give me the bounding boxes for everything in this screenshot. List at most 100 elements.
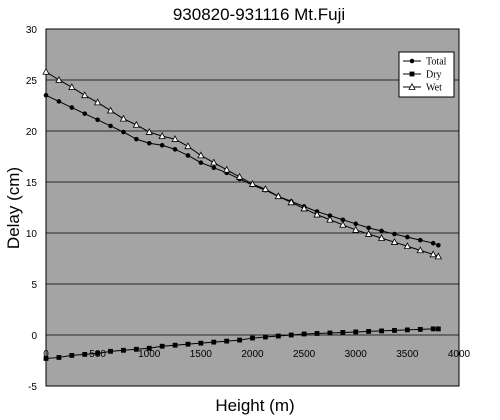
data-point-total bbox=[185, 153, 191, 158]
x-tick-label: 1500 bbox=[190, 349, 213, 360]
y-tick-label: 30 bbox=[26, 25, 38, 36]
x-tick-label: 4000 bbox=[448, 349, 471, 360]
data-point-wet bbox=[429, 250, 437, 258]
y-tick-label: 5 bbox=[31, 280, 37, 291]
data-point-wet bbox=[145, 127, 153, 135]
data-point-dry bbox=[237, 337, 242, 343]
data-point-wet bbox=[274, 192, 282, 200]
data-point-dry bbox=[314, 331, 320, 336]
legend-item-dry: Dry bbox=[403, 70, 442, 81]
data-point-wet bbox=[352, 225, 360, 233]
legend-label: Total bbox=[426, 57, 447, 68]
data-point-total bbox=[405, 234, 410, 240]
data-point-wet bbox=[313, 210, 321, 218]
data-point-dry bbox=[435, 326, 441, 332]
data-point-dry bbox=[263, 334, 268, 340]
data-point-wet bbox=[171, 135, 179, 142]
y-tick-label: 15 bbox=[26, 178, 38, 189]
data-point-wet bbox=[235, 172, 244, 180]
data-point-total bbox=[211, 165, 217, 171]
data-point-total bbox=[417, 237, 423, 243]
legend-item-total: Total bbox=[403, 57, 447, 68]
data-point-dry bbox=[417, 326, 423, 332]
data-point-dry bbox=[430, 326, 436, 332]
data-point-wet bbox=[81, 91, 89, 99]
data-point-wet bbox=[106, 106, 115, 114]
data-point-wet bbox=[287, 198, 295, 206]
data-point-total bbox=[159, 142, 165, 148]
data-point-dry bbox=[301, 331, 307, 337]
legend-label: Wet bbox=[426, 83, 442, 94]
data-point-dry bbox=[353, 329, 359, 335]
data-point-total bbox=[366, 225, 371, 231]
data-point-dry bbox=[404, 327, 410, 333]
data-point-dry bbox=[288, 332, 294, 338]
data-point-total bbox=[327, 213, 333, 218]
data-point-dry bbox=[185, 341, 191, 347]
data-point-wet bbox=[377, 234, 386, 241]
data-point-total bbox=[134, 136, 139, 142]
data-point-total bbox=[436, 242, 441, 248]
data-point-dry bbox=[133, 346, 139, 352]
x-tick-label: 3000 bbox=[345, 349, 368, 360]
data-point-dry bbox=[69, 353, 75, 358]
data-point-wet bbox=[132, 120, 141, 128]
data-point-dry bbox=[366, 329, 372, 334]
data-point-wet bbox=[42, 67, 50, 75]
data-point-wet bbox=[364, 229, 373, 237]
data-point-dry bbox=[82, 351, 88, 357]
data-point-total bbox=[340, 217, 346, 223]
y-tick-label: 25 bbox=[26, 76, 38, 87]
data-point-total bbox=[43, 93, 49, 98]
series-dry bbox=[43, 326, 441, 361]
x-tick-label: 3500 bbox=[396, 349, 419, 360]
data-point-wet bbox=[68, 83, 76, 90]
data-point-dry bbox=[172, 342, 178, 348]
data-point-dry bbox=[198, 340, 204, 346]
data-point-wet bbox=[184, 142, 192, 150]
legend-item-wet: Wet bbox=[403, 83, 442, 94]
data-point-total bbox=[121, 129, 126, 135]
data-point-dry bbox=[340, 330, 346, 335]
data-point-wet bbox=[339, 220, 347, 228]
data-point-dry bbox=[250, 335, 255, 341]
series-layer bbox=[42, 67, 443, 361]
data-point-dry bbox=[224, 338, 230, 344]
data-point-total bbox=[198, 160, 204, 165]
x-axis-label: Height (m) bbox=[215, 396, 294, 415]
data-point-dry bbox=[392, 328, 397, 333]
y-tick-label: 0 bbox=[31, 331, 37, 342]
legend-marker bbox=[408, 82, 416, 90]
data-point-wet bbox=[390, 238, 399, 245]
data-point-wet bbox=[158, 132, 166, 139]
x-tick-label: 1000 bbox=[138, 349, 161, 360]
y-axis-label: Delay (cm) bbox=[4, 167, 23, 249]
data-point-total bbox=[69, 105, 75, 110]
y-tick-label: 20 bbox=[26, 127, 38, 138]
data-point-total bbox=[82, 111, 88, 116]
data-point-total bbox=[146, 140, 152, 146]
gridlines bbox=[46, 79, 459, 336]
data-point-dry bbox=[121, 347, 126, 353]
data-point-dry bbox=[327, 330, 333, 336]
data-point-wet bbox=[210, 158, 218, 166]
data-point-dry bbox=[379, 328, 384, 334]
x-tick-label: 0 bbox=[43, 349, 49, 360]
data-point-wet bbox=[300, 204, 308, 212]
plot-area bbox=[45, 28, 460, 387]
data-point-wet bbox=[403, 242, 412, 250]
data-point-wet bbox=[223, 165, 231, 173]
data-point-dry bbox=[108, 348, 113, 354]
legend: Total Dry Wet bbox=[398, 51, 455, 98]
x-tick-label: 2500 bbox=[293, 349, 316, 360]
data-point-dry bbox=[159, 343, 165, 349]
data-point-wet bbox=[55, 75, 63, 83]
data-point-total bbox=[353, 221, 359, 227]
data-point-total bbox=[95, 117, 100, 123]
data-point-wet bbox=[416, 246, 424, 254]
data-point-dry bbox=[95, 350, 101, 356]
y-tick-labels: -5 0 5 10 15 20 25 30 bbox=[26, 25, 38, 393]
chart-title: 930820-931116 Mt.Fuji bbox=[173, 5, 345, 24]
data-point-total bbox=[379, 228, 384, 234]
